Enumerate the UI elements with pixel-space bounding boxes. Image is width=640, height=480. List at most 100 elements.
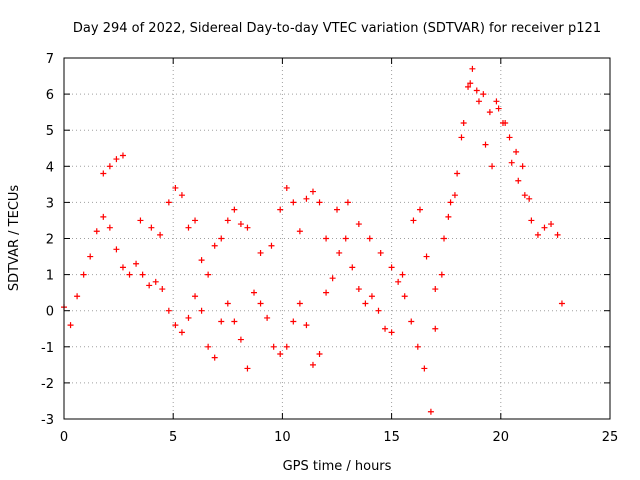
- data-point: [526, 195, 533, 202]
- y-tick-label: 0: [46, 305, 54, 320]
- data-point: [519, 163, 526, 170]
- y-tick-label: 5: [46, 124, 54, 139]
- data-point: [165, 199, 172, 206]
- data-points: [61, 65, 565, 415]
- data-point: [257, 300, 264, 307]
- data-point: [251, 289, 258, 296]
- data-point: [399, 271, 406, 278]
- data-point: [218, 318, 225, 325]
- data-point: [316, 351, 323, 358]
- data-point: [499, 119, 506, 126]
- data-point: [100, 213, 107, 220]
- data-point: [198, 307, 205, 314]
- data-point: [427, 408, 434, 415]
- axis-ticks: 0 5 10 15 20 25 -3 -2 -1 0 1 2 3 4 5 6 7: [41, 52, 618, 445]
- data-point: [349, 264, 356, 271]
- data-point: [119, 152, 126, 159]
- data-point: [375, 307, 382, 314]
- data-point: [438, 271, 445, 278]
- data-point: [178, 192, 185, 199]
- y-tick-label: 6: [46, 88, 54, 103]
- y-tick-label: 4: [46, 160, 54, 175]
- data-point: [480, 91, 487, 98]
- data-point: [80, 271, 87, 278]
- data-point: [178, 329, 185, 336]
- data-point: [513, 148, 520, 155]
- data-point: [432, 286, 439, 293]
- data-point: [368, 293, 375, 300]
- data-point: [205, 271, 212, 278]
- data-point: [87, 253, 94, 260]
- data-point: [489, 163, 496, 170]
- data-point: [441, 235, 448, 242]
- data-point: [270, 343, 277, 350]
- data-point: [410, 217, 417, 224]
- data-point: [146, 282, 153, 289]
- x-tick-label: 25: [602, 430, 619, 445]
- data-point: [309, 188, 316, 195]
- data-point: [395, 278, 402, 285]
- data-point: [296, 228, 303, 235]
- data-point: [74, 293, 81, 300]
- data-point: [303, 195, 310, 202]
- data-point: [388, 264, 395, 271]
- data-point: [296, 300, 303, 307]
- data-point: [244, 365, 251, 372]
- data-point: [192, 217, 199, 224]
- data-point: [268, 242, 275, 249]
- data-point: [423, 253, 430, 260]
- data-point: [432, 325, 439, 332]
- data-point: [515, 177, 522, 184]
- data-point: [460, 119, 467, 126]
- data-point: [157, 231, 164, 238]
- data-point: [172, 184, 179, 191]
- data-point: [421, 365, 428, 372]
- data-point: [493, 98, 500, 105]
- data-point: [377, 249, 384, 256]
- y-tick-label: -2: [41, 377, 54, 392]
- data-point: [521, 192, 528, 199]
- data-point: [224, 300, 231, 307]
- data-point: [244, 224, 251, 231]
- data-point: [309, 361, 316, 368]
- data-point: [506, 134, 513, 141]
- data-point: [106, 224, 113, 231]
- data-point: [303, 322, 310, 329]
- data-point: [528, 217, 535, 224]
- data-point: [495, 105, 502, 112]
- x-tick-label: 10: [274, 430, 291, 445]
- data-point: [469, 65, 476, 72]
- data-point: [447, 199, 454, 206]
- y-tick-label: 2: [46, 233, 54, 248]
- data-point: [408, 318, 415, 325]
- data-point: [139, 271, 146, 278]
- x-tick-label: 5: [169, 430, 177, 445]
- data-point: [185, 224, 192, 231]
- grid: [64, 58, 610, 419]
- x-tick-label: 15: [383, 430, 400, 445]
- data-point: [231, 206, 238, 213]
- data-point: [126, 271, 133, 278]
- data-point: [185, 314, 192, 321]
- data-point: [106, 163, 113, 170]
- data-point: [558, 300, 565, 307]
- data-point: [237, 221, 244, 228]
- data-point: [119, 264, 126, 271]
- data-point: [218, 235, 225, 242]
- data-point: [100, 170, 107, 177]
- data-point: [283, 184, 290, 191]
- x-axis-label: GPS time / hours: [283, 459, 392, 474]
- plot-frame: [63, 57, 611, 420]
- data-point: [344, 199, 351, 206]
- data-point: [277, 206, 284, 213]
- data-point: [548, 221, 555, 228]
- y-tick-label: -1: [41, 341, 54, 356]
- data-point: [414, 343, 421, 350]
- x-tick-label: 20: [493, 430, 510, 445]
- data-point: [355, 221, 362, 228]
- data-point: [192, 293, 199, 300]
- data-point: [445, 213, 452, 220]
- data-point: [316, 199, 323, 206]
- y-tick-label: 3: [46, 196, 54, 211]
